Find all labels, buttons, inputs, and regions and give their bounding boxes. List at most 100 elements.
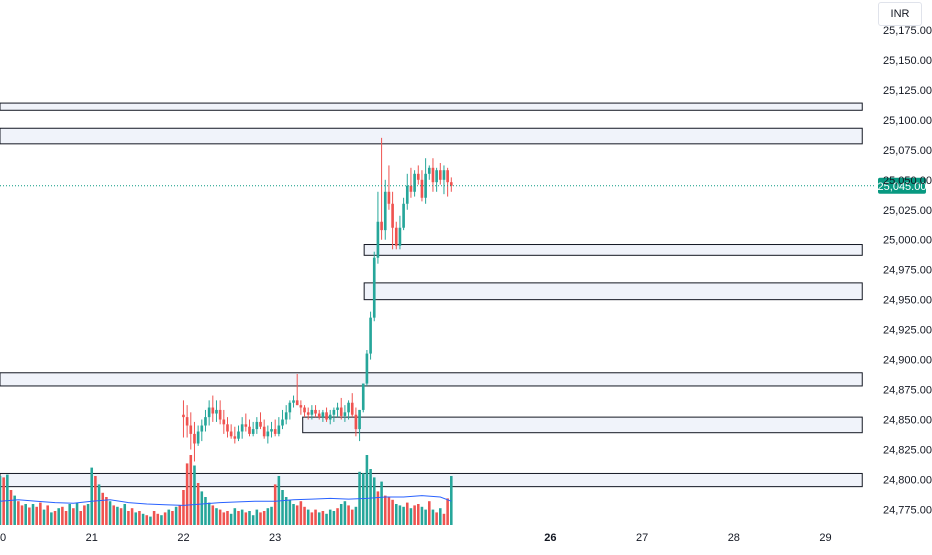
volume-bar — [152, 511, 156, 525]
volume-bar — [402, 506, 405, 525]
candle — [358, 409, 361, 430]
volume-bar — [325, 513, 328, 525]
candle — [442, 170, 446, 180]
volume-bar — [24, 504, 27, 525]
candle — [376, 221, 380, 258]
candle — [372, 257, 376, 318]
candle — [361, 383, 365, 410]
currency-button[interactable]: INR — [878, 2, 922, 26]
volume-bar — [97, 484, 101, 525]
volume-bar — [160, 515, 163, 525]
x-tick-label: 28 — [728, 532, 740, 544]
candle — [350, 402, 354, 415]
volume-bar — [369, 469, 372, 525]
volume-bar — [31, 504, 35, 525]
x-tick-label: 23 — [269, 532, 281, 544]
candle — [215, 409, 218, 414]
volume-ma-line — [0, 495, 452, 506]
candle — [405, 185, 409, 204]
volume-bar — [138, 511, 141, 525]
volume-bar — [64, 511, 68, 525]
volume-bar — [215, 508, 218, 525]
candle — [328, 414, 332, 420]
volume-bar — [428, 501, 431, 525]
y-tick-label: 25,025.00 — [883, 205, 932, 217]
volume-bar — [306, 509, 310, 525]
candle — [196, 431, 200, 444]
volume-bar — [350, 509, 354, 525]
volume-bar — [189, 455, 193, 525]
volume-bar — [299, 501, 303, 525]
candle — [251, 429, 255, 434]
zones-layer — [0, 102, 863, 488]
candle — [347, 402, 350, 413]
zone-1 — [0, 127, 863, 145]
candle — [383, 191, 387, 231]
y-tick-label: 24,800.00 — [883, 474, 932, 486]
y-tick-label: 25,175.00 — [883, 25, 932, 37]
candle — [193, 433, 196, 444]
candle — [339, 407, 343, 416]
candle — [266, 431, 270, 437]
volume-bar — [314, 509, 317, 525]
x-tick-label: 27 — [636, 532, 648, 544]
zone-5 — [302, 416, 863, 434]
volume-bar — [13, 495, 16, 525]
volume-bar — [347, 505, 350, 525]
candle — [229, 431, 233, 437]
volume-bar — [266, 508, 270, 525]
volume-bar — [200, 491, 204, 525]
candle — [299, 405, 303, 408]
volume-bar — [182, 490, 185, 525]
volume-bar — [163, 512, 167, 525]
volume-bar — [86, 504, 90, 525]
candle — [277, 425, 281, 434]
candle — [292, 400, 295, 403]
volume-bar — [207, 502, 211, 525]
volume-bar — [339, 504, 343, 525]
candle — [270, 429, 273, 432]
candle — [325, 412, 328, 420]
volume-bar — [295, 505, 299, 525]
candle — [446, 170, 449, 183]
y-tick-label: 24,950.00 — [883, 295, 932, 307]
volume-bar — [6, 474, 9, 525]
volume-bar — [376, 491, 380, 525]
candle — [321, 412, 325, 418]
candle — [387, 191, 391, 204]
candle — [295, 400, 299, 406]
volume-bar — [141, 513, 145, 525]
candle — [409, 185, 413, 192]
volume-bar — [108, 501, 112, 525]
volume-bar — [116, 506, 119, 525]
candle — [200, 425, 204, 432]
zone-6 — [0, 472, 863, 488]
volume-bar — [9, 490, 13, 525]
y-tick-label: 24,775.00 — [883, 504, 932, 516]
volume-bar — [431, 509, 435, 525]
last-price-label: 25,045.00 — [878, 181, 927, 193]
volume-bar — [405, 502, 409, 525]
x-tick-label: 29 — [819, 532, 831, 544]
candle — [317, 413, 321, 418]
last-price-layer: 25,045.00 — [0, 177, 927, 194]
price-axis[interactable]: 24,775.00 24,800.00 24,825.00 24,850.00 24,8… — [883, 25, 932, 516]
x-tick-label: 22 — [177, 532, 189, 544]
volume-bar — [229, 513, 233, 525]
candle — [431, 167, 435, 183]
time-axis[interactable]: 20 21 22 23 26 27 28 29 — [0, 532, 832, 544]
candle — [244, 424, 248, 427]
candle — [237, 431, 240, 439]
volume-bar — [178, 505, 182, 525]
volume-bar — [248, 511, 251, 525]
volume-bar — [380, 481, 383, 525]
candle — [303, 407, 306, 413]
candle — [427, 167, 431, 174]
candle — [420, 179, 424, 198]
y-tick-label: 24,900.00 — [883, 355, 932, 367]
y-tick-label: 24,975.00 — [883, 265, 932, 277]
candle — [413, 173, 416, 192]
candle — [207, 407, 211, 418]
